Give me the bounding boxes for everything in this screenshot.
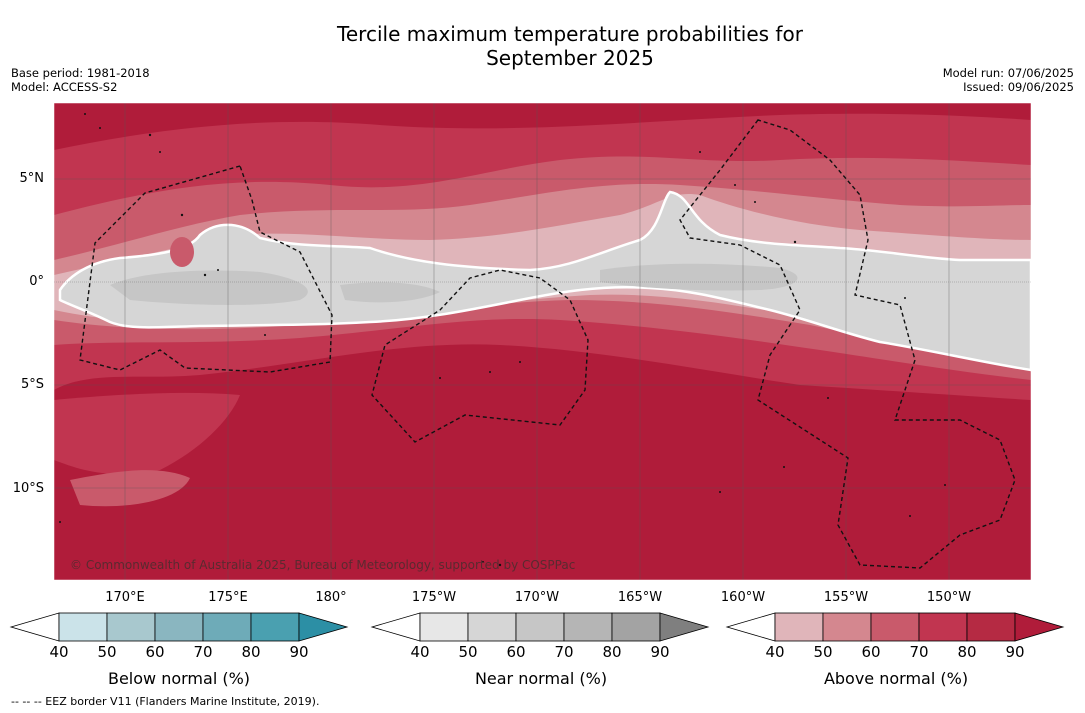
colorbar-tick-label: 80 [957,643,977,661]
graticule [54,103,1031,580]
colorbar-tick-label: 50 [813,643,833,661]
lon-tick-165w: 165°W [617,590,663,605]
model-run-date: Model run: 07/06/2025 [942,66,1074,80]
map-frame [53,102,1032,581]
lon-tick-175w: 175°W [411,590,457,605]
shade-southwest-80 [54,392,240,475]
lon-tick-170w: 170°W [514,590,560,605]
model-name: Model: ACCESS-S2 [11,80,118,94]
title-line-2: September 2025 [486,46,654,70]
colorbar-above-normal [725,612,1065,642]
map-title: Tercile maximum temperature probabilitie… [0,22,1085,70]
colorbar-tick-label: 60 [506,643,526,661]
lon-tick-180: 180° [315,590,347,605]
colorbar-tick-label: 70 [554,643,574,661]
near-normal-60-west [110,270,308,305]
eez-borders [79,119,1016,569]
colorbar-label-near-normal: Near normal (%) [474,669,608,688]
meta-left: Base period: 1981-2018 Model: ACCESS-S2 [11,66,150,94]
colorbar-segment [467,612,517,642]
colorbar-segment [611,612,661,642]
title-line-1: Tercile maximum temperature probabilitie… [337,22,803,46]
colorbar-segment [106,612,156,642]
colorbar-below-normal [9,612,349,642]
colorbar-tick-label: 50 [97,643,117,661]
colorbar-extend-high [1014,612,1065,642]
colorbar-segment [202,612,252,642]
colorbar-extend-high [659,612,710,642]
near-normal-60-central [600,263,798,291]
colorbar-tick-label: 90 [289,643,309,661]
colorbar-tick-label: 60 [861,643,881,661]
colorbar-tick-label: 40 [765,643,785,661]
lon-tick-150w: 150°W [926,590,972,605]
colorbar-tick-label: 80 [241,643,261,661]
base-period: Base period: 1981-2018 [11,66,150,80]
colorbar-segment [515,612,565,642]
colorbar-segment [822,612,872,642]
lon-tick-170e: 170°E [105,590,145,605]
colorbar-segment [154,612,204,642]
colorbar-extend-low [725,612,776,642]
meta-right: Model run: 07/06/2025 Issued: 09/06/2025 [943,66,1074,94]
colorbar-tick-label: 40 [49,643,69,661]
colorbar-tick-label: 40 [410,643,430,661]
lon-tick-160w: 160°W [720,590,766,605]
above-normal-spot [170,237,194,267]
lat-tick-5s: 5°S [20,377,44,392]
colorbar-segment [563,612,613,642]
lat-tick-10s: 10°S [12,481,44,496]
colorbar-segment [774,612,824,642]
colorbar-near-normal [370,612,710,642]
colorbar-segment [250,612,300,642]
colorbar-tick-label: 80 [602,643,622,661]
colorbar-segment [870,612,920,642]
colorbar-segment [58,612,108,642]
colorbar-extend-high [298,612,349,642]
copyright-notice: © Commonwealth of Australia 2025, Bureau… [70,558,576,572]
colorbar-extend-low [9,612,60,642]
eez-footnote: -- -- -- EEZ border V11 (Flanders Marine… [11,695,320,708]
island-dots [59,113,946,567]
colorbar-label-below-normal: Below normal (%) [107,669,251,688]
map-field [54,103,1031,580]
colorbar-tick-label: 70 [193,643,213,661]
colorbar-label-above-normal: Above normal (%) [823,669,969,688]
colorbar-tick-label: 70 [909,643,929,661]
colorbar-tick-label: 60 [145,643,165,661]
colorbar-tick-label: 90 [1005,643,1025,661]
near-normal-60-mid [340,282,440,303]
colorbar-tick-label: 50 [458,643,478,661]
issued-date: Issued: 09/06/2025 [963,80,1074,94]
lon-tick-155w: 155°W [823,590,869,605]
lat-tick-0: 0° [29,274,44,289]
near-normal-region [58,190,1031,372]
colorbar-segment [918,612,968,642]
colorbar-segment [419,612,469,642]
lon-tick-175e: 175°E [208,590,248,605]
colorbar-extend-low [370,612,421,642]
colorbar-segment [966,612,1016,642]
colorbar-tick-label: 90 [650,643,670,661]
lat-tick-5n: 5°N [19,171,45,186]
